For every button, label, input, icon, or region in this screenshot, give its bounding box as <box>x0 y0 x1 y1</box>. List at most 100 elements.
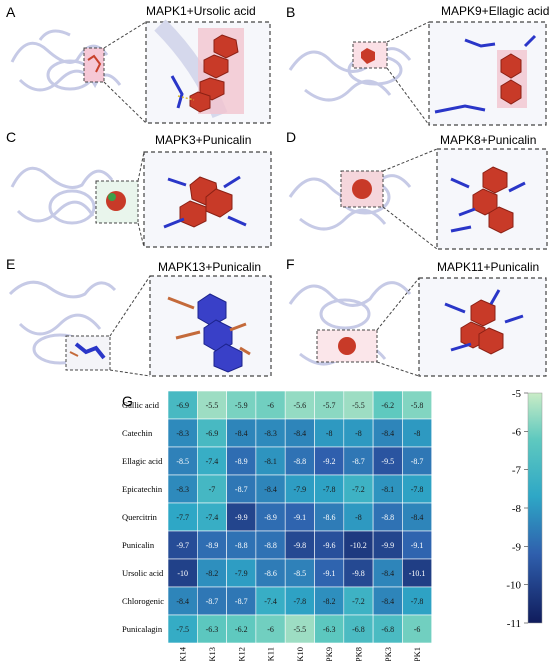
heatmap-cell <box>402 586 432 616</box>
heatmap-cell-label: -8.8 <box>381 513 394 522</box>
panel-c: C MAPK3+Punicalin <box>0 127 275 254</box>
heatmap-cell <box>402 530 432 560</box>
colorbar-tick-label: -11 <box>507 618 521 630</box>
heatmap-cell-label: -8.4 <box>381 429 394 438</box>
heatmap-column-label: MAPK12 <box>236 647 246 661</box>
heatmap-column-label: MAPK8 <box>353 647 363 661</box>
panel-a: A MAPK1+Ursolic acid <box>0 0 275 127</box>
heatmap-cell <box>402 614 432 644</box>
heatmap-cell-label: -8.4 <box>411 513 424 522</box>
panel-title: MAPK8+Punicalin <box>440 133 537 147</box>
heatmap-column-label: MAPK9 <box>324 647 334 661</box>
heatmap-cell-label: -6.3 <box>206 625 219 634</box>
heatmap-cell-label: -5.8 <box>411 401 424 410</box>
heatmap-cell <box>402 418 432 448</box>
heatmap-cell <box>314 446 345 476</box>
heatmap-row-label: Chlorogenic <box>122 596 164 606</box>
heatmap-cell-label: -7.7 <box>176 513 189 522</box>
heatmap-cell-label: -8 <box>355 513 362 522</box>
panel-e: E MAPK13+Punicalin <box>0 254 275 381</box>
heatmap-row-label: Epicatechin <box>122 484 163 494</box>
heatmap-cell <box>226 446 257 476</box>
heatmap-cell <box>402 502 432 532</box>
heatmap-column-label: MAPK13 <box>207 647 217 661</box>
heatmap-cell-label: -9.9 <box>381 541 394 550</box>
heatmap-cell <box>197 502 227 532</box>
docking-image-d <box>288 148 548 250</box>
heatmap-cell <box>402 558 432 588</box>
heatmap-cell <box>372 586 403 616</box>
heatmap-cell-label: -8.8 <box>264 541 277 550</box>
heatmap-cell-label: -8.6 <box>264 569 277 578</box>
heatmap-row-label: Quercitrin <box>122 512 158 522</box>
heatmap-cell-label: -8.8 <box>294 457 307 466</box>
panel-title: MAPK11+Punicalin <box>437 260 540 274</box>
heatmap-cell <box>255 614 286 644</box>
heatmap-cell-label: -5.9 <box>235 401 248 410</box>
heatmap-cell <box>167 558 198 588</box>
colorbar-tick-label: -9 <box>512 541 522 553</box>
heatmap-cell <box>343 418 374 448</box>
heatmap-cell-label: -7.4 <box>206 513 219 522</box>
heatmap-cell <box>167 530 198 560</box>
heatmap-cell <box>197 418 227 448</box>
heatmap-cell-label: -9.8 <box>294 541 307 550</box>
heatmap-cell-label: -9.8 <box>352 569 365 578</box>
heatmap-cell-label: -7.8 <box>294 597 307 606</box>
heatmap-cell-label: -8.5 <box>294 569 307 578</box>
heatmap-cell-label: -8.9 <box>235 457 248 466</box>
panel-label: A <box>6 4 16 20</box>
heatmap-row-label: Ellagic acid <box>122 456 163 466</box>
heatmap-cell-label: -9.9 <box>235 513 248 522</box>
heatmap-cell <box>284 502 315 532</box>
heatmap-cell <box>167 614 198 644</box>
heatmap-cell-label: -8.4 <box>264 485 277 494</box>
heatmap-cell-label: -8.4 <box>176 597 189 606</box>
heatmap-cell <box>372 474 403 504</box>
heatmap-cell-label: -10 <box>177 569 188 578</box>
heatmap-cell-label: -6.2 <box>381 401 394 410</box>
docking-image-c <box>10 151 272 248</box>
heatmap-cell <box>372 418 403 448</box>
colorbar-tick-label: -7 <box>512 465 522 477</box>
panel-d: D MAPK8+Punicalin <box>275 127 550 254</box>
heatmap-cell <box>314 474 345 504</box>
heatmap-cell <box>372 530 403 560</box>
heatmap-cell <box>255 474 286 504</box>
heatmap-cell-label: -9.7 <box>176 541 189 550</box>
heatmap-cell-label: -8.9 <box>264 513 277 522</box>
heatmap-cell <box>402 390 432 420</box>
heatmap-cell-label: -7.8 <box>411 597 424 606</box>
heatmap-cell-label: -8.1 <box>381 485 394 494</box>
panel-label: F <box>286 256 295 272</box>
heatmap-cell-label: -8.4 <box>235 429 248 438</box>
heatmap-cell-label: -7.8 <box>323 485 336 494</box>
heatmap-cell-label: -10.2 <box>350 541 367 550</box>
heatmap-cell-label: -7.5 <box>176 625 189 634</box>
heatmap-cell <box>197 390 227 420</box>
heatmap-column-label: MAPK3 <box>383 647 393 661</box>
heatmap-cell <box>226 390 257 420</box>
heatmap-cell <box>314 586 345 616</box>
heatmap-cell <box>167 446 198 476</box>
heatmap-cell-label: -6.8 <box>352 625 365 634</box>
heatmap-cell <box>197 586 227 616</box>
heatmap-cell-label: -7.2 <box>352 485 365 494</box>
heatmap-cell <box>372 558 403 588</box>
docking-image-f <box>288 277 547 377</box>
heatmap-cell <box>255 530 286 560</box>
panel-label: B <box>286 4 296 20</box>
heatmap-cell <box>255 558 286 588</box>
heatmap-cell <box>314 530 345 560</box>
heatmap-row-label: Punicalin <box>122 540 155 550</box>
heatmap-cell <box>284 474 315 504</box>
panel-label: G <box>122 393 133 409</box>
heatmap-row-label: Catechin <box>122 428 153 438</box>
heatmap-cell-label: -9.6 <box>323 541 336 550</box>
heatmap-cell-label: -8 <box>414 429 421 438</box>
heatmap-cell-label: -8.7 <box>411 457 424 466</box>
heatmap-column-label: MAPK14 <box>178 646 188 661</box>
panel-title: MAPK9+Ellagic acid <box>441 4 550 18</box>
heatmap-cell-label: -8.7 <box>235 485 248 494</box>
heatmap-cell-label: -8.2 <box>323 597 336 606</box>
